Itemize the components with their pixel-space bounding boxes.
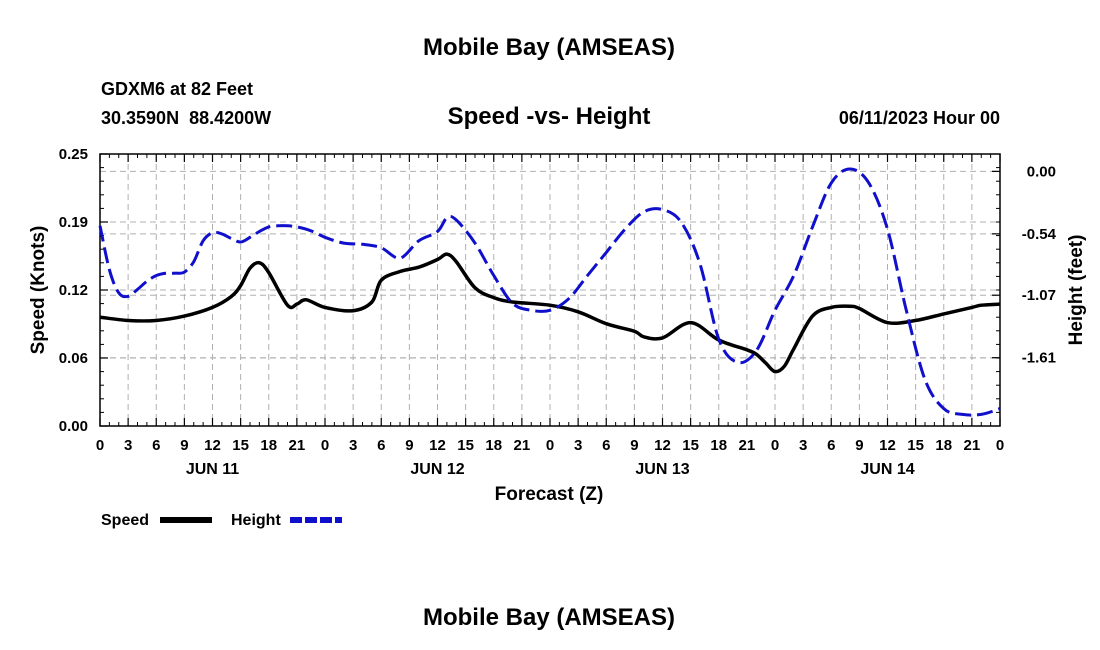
x-tick-label: 15 [232, 437, 249, 454]
x-tick-label: 0 [321, 437, 329, 454]
x-tick-label: 21 [289, 437, 306, 454]
y-right-tick-label: -1.61 [1022, 350, 1056, 367]
legend: Speed Height [101, 512, 342, 529]
day-label: JUN 13 [635, 461, 689, 478]
y-right-tick-label: -0.54 [1022, 226, 1057, 243]
x-tick-label: 18 [485, 437, 502, 454]
chart-subtitle: Speed -vs- Height [448, 103, 651, 130]
footer-title: Mobile Bay (AMSEAS) [423, 604, 675, 631]
y-right-tick-label: 0.00 [1027, 163, 1056, 180]
x-tick-label: 15 [457, 437, 474, 454]
x-tick-label: 12 [429, 437, 446, 454]
y-left-tick-label: 0.25 [59, 146, 88, 163]
day-label: JUN 12 [410, 461, 464, 478]
legend-height-label: Height [231, 512, 281, 529]
grid-lines [100, 154, 1000, 426]
x-tick-label: 12 [879, 437, 896, 454]
y-right-tick-label: -1.07 [1022, 287, 1056, 304]
coordinates-label: 30.3590N 88.4200W [101, 108, 271, 128]
y-right-axis-title: Height (feet) [1066, 235, 1087, 346]
x-tick-label: 3 [124, 437, 132, 454]
y-left-axis-title: Speed (Knots) [28, 226, 49, 355]
x-tick-label: 6 [827, 437, 835, 454]
x-tick-label: 21 [964, 437, 981, 454]
x-tick-label: 12 [204, 437, 221, 454]
y-left-tick-label: 0.12 [59, 282, 88, 299]
speed-series-line [99, 252, 1001, 374]
x-tick-label: 15 [682, 437, 699, 454]
legend-speed-label: Speed [101, 512, 149, 529]
height-series-line [98, 167, 1001, 417]
x-tick-label: 0 [771, 437, 779, 454]
x-tick-label: 3 [574, 437, 582, 454]
x-tick-label: 9 [630, 437, 638, 454]
x-tick-label: 0 [546, 437, 554, 454]
series-lines [98, 167, 1001, 417]
x-tick-label: 0 [96, 437, 104, 454]
x-tick-label: 18 [260, 437, 277, 454]
x-tick-label: 18 [935, 437, 952, 454]
x-tick-label: 6 [152, 437, 160, 454]
axis-ticks [99, 153, 1001, 427]
x-axis-title: Forecast (Z) [495, 484, 604, 505]
y-left-tick-label: 0.06 [59, 350, 88, 367]
day-label: JUN 14 [860, 461, 914, 478]
x-tick-label: 3 [349, 437, 357, 454]
axis-labels: 0 3 6 9 12 15 18 21 0 3 6 9 12 15 18 21 0 3 6 9 12 15 18 21 0 3 6 9… [59, 146, 1057, 478]
x-tick-label: 12 [654, 437, 671, 454]
chart-title: Mobile Bay (AMSEAS) [423, 34, 675, 61]
x-tick-label: 9 [180, 437, 188, 454]
x-tick-label: 3 [799, 437, 807, 454]
forecast-datetime: 06/11/2023 Hour 00 [839, 108, 1000, 128]
x-tick-label: 6 [377, 437, 385, 454]
x-tick-label: 21 [739, 437, 756, 454]
y-left-tick-label: 0.00 [59, 418, 88, 435]
day-label: JUN 11 [186, 461, 239, 478]
x-tick-label: 18 [710, 437, 727, 454]
x-tick-label: 21 [514, 437, 531, 454]
station-label: GDXM6 at 82 Feet [101, 79, 253, 99]
x-tick-label: 9 [855, 437, 863, 454]
x-tick-label: 6 [602, 437, 610, 454]
x-tick-label: 9 [405, 437, 413, 454]
x-tick-label: 15 [907, 437, 924, 454]
x-tick-label: 0 [996, 437, 1004, 454]
y-left-tick-label: 0.19 [59, 214, 88, 231]
